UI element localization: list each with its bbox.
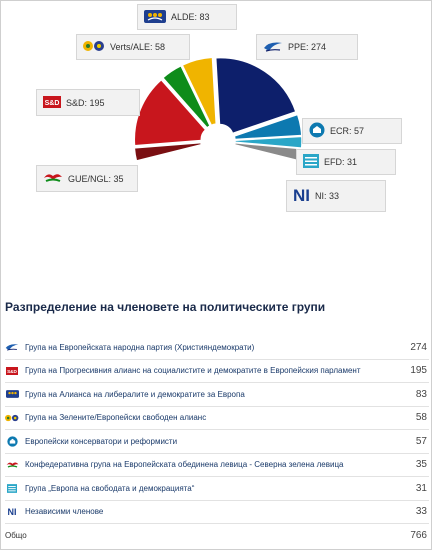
label-ni: NI NI: 33 <box>286 180 386 212</box>
alde-icon <box>144 9 166 25</box>
label-ppe: PPE: 274 <box>256 34 358 60</box>
label-gue: GUE/NGL: 35 <box>36 165 138 192</box>
pie-slice-ppe[interactable] <box>214 56 297 135</box>
gue-icon <box>43 172 63 186</box>
group-seats: 33 <box>415 506 427 518</box>
label-ni-text: NI: 33 <box>315 191 340 201</box>
list-item[interactable]: Група на Алианса на либералите и демокра… <box>5 383 429 407</box>
total-row: Общо 766 <box>5 524 429 546</box>
group-seats: 274 <box>410 341 427 353</box>
label-sd: S&D S&D: 195 <box>36 89 140 116</box>
group-seats: 57 <box>415 435 427 447</box>
ecr-icon <box>309 122 325 140</box>
group-seats: 195 <box>410 365 427 377</box>
list-item[interactable]: Група на Европейската народна партия (Хр… <box>5 336 429 360</box>
group-seats: 83 <box>415 388 427 400</box>
seat-distribution-chart: ALDE: 83 Verts/ALE: 58 PPE: 274 S&D S&D:… <box>36 4 402 260</box>
sd-icon: S&D <box>43 95 61 110</box>
list-item[interactable]: Група на Зелените/Европейски свободен ал… <box>5 407 429 430</box>
group-name[interactable]: Група „Европа на свободата и демокрацият… <box>25 483 195 493</box>
list-item[interactable]: NI Независими членове 33 <box>5 501 429 524</box>
pie-empty-region <box>138 141 298 260</box>
pie-slice-sd[interactable] <box>133 78 207 147</box>
group-name[interactable]: Група на Алианса на либералите и демокра… <box>25 389 245 399</box>
section-title: Разпределение на членовете на политическ… <box>5 300 326 314</box>
label-efd-text: EFD: 31 <box>324 157 358 167</box>
pie-slice-ecr[interactable] <box>233 113 303 141</box>
efd-icon <box>303 154 319 170</box>
alde-icon <box>5 390 19 399</box>
label-gue-text: GUE/NGL: 35 <box>68 173 124 184</box>
list-item[interactable]: Група „Европа на свободата и демокрацият… <box>5 477 429 501</box>
pie-slice-alde[interactable] <box>181 56 218 127</box>
group-name[interactable]: Група на Зелените/Европейски свободен ал… <box>25 413 207 423</box>
group-seats: 31 <box>415 482 427 494</box>
group-name[interactable]: Европейски консерватори и реформисти <box>25 436 178 446</box>
pie-slice-guengl[interactable] <box>133 141 203 162</box>
list-item[interactable]: S&D Група на Прогресивния алианс на соци… <box>5 360 429 383</box>
ni-icon: NI <box>7 506 17 517</box>
group-name[interactable]: Група на Европейската народна партия (Хр… <box>25 342 255 352</box>
label-ecr-text: ECR: 57 <box>330 126 365 136</box>
ni-icon: NI <box>293 186 310 205</box>
label-efd: EFD: 31 <box>296 149 396 175</box>
label-alde-text: ALDE: 83 <box>171 12 210 22</box>
group-seats: 58 <box>415 412 427 424</box>
pie-slice-vertsale[interactable] <box>161 64 212 130</box>
ppe-icon <box>263 40 283 55</box>
group-name[interactable]: Конфедеративна група на Европейската обе… <box>25 460 344 470</box>
efd-icon <box>5 483 19 493</box>
total-label: Общо <box>5 530 27 540</box>
ecr-icon <box>5 436 19 447</box>
label-verts-text: Verts/ALE: 58 <box>110 42 166 52</box>
ppe-icon <box>5 342 19 352</box>
label-sd-text: S&D: 195 <box>66 97 105 108</box>
list-item[interactable]: Европейски консерватори и реформисти 57 <box>5 430 429 454</box>
group-seats: 35 <box>415 459 427 471</box>
pie-chart-svg <box>133 56 303 260</box>
label-verts: Verts/ALE: 58 <box>76 34 190 60</box>
verts-icon <box>83 40 105 54</box>
list-item[interactable]: Конфедеративна група на Европейската обе… <box>5 454 429 477</box>
gue-icon <box>5 461 19 469</box>
label-ecr: ECR: 57 <box>302 118 402 144</box>
svg-text:S&D: S&D <box>7 369 17 374</box>
label-ppe-text: PPE: 274 <box>288 42 327 52</box>
label-alde: ALDE: 83 <box>137 4 237 30</box>
verts-icon <box>5 414 19 422</box>
sd-icon: S&D <box>5 366 19 375</box>
total-value: 766 <box>410 529 427 541</box>
svg-text:S&D: S&D <box>45 100 60 107</box>
group-name[interactable]: Независими членове <box>25 507 104 517</box>
group-name[interactable]: Група на Прогресивния алианс на социалис… <box>25 366 361 376</box>
groups-list: Група на Европейската народна партия (Хр… <box>5 336 429 546</box>
